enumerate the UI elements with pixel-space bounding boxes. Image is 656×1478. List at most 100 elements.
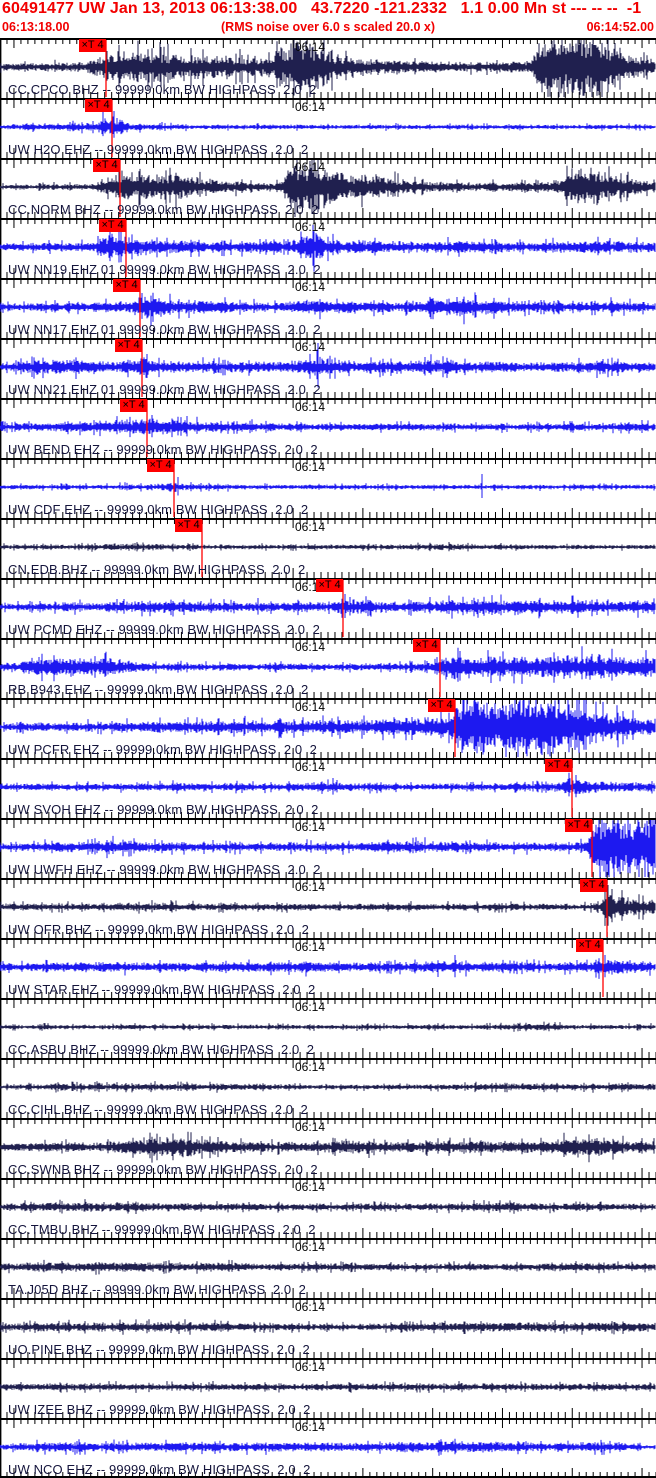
minute-label: 06:14 (295, 1000, 326, 1014)
time-ticks (0, 1300, 656, 1358)
waveform-trace (0, 1021, 656, 1032)
pick-flag[interactable]: ×T 4 (120, 399, 147, 412)
trace-row-uw[interactable]: 06:14 UW BEND EHZ -- 99999.0km BW HIGHPAS… (0, 398, 656, 458)
minute-label: 06:14 (295, 1120, 326, 1134)
pick-flag[interactable]: ×T 4 (113, 279, 140, 292)
waveform-trace (0, 1259, 656, 1275)
pick-flag[interactable]: ×T 4 (316, 579, 343, 592)
station-channel-label: UO.PINE BHZ -- 99999.0km BW HIGHPASS 2.0… (8, 1342, 310, 1357)
waveform-plot[interactable] (0, 1418, 656, 1478)
minute-label: 06:14 (295, 1300, 326, 1314)
trace-row-cc.cpco[interactable]: 06:14 CC.CPCO BHZ -- 99999.0km BW HIGHPAS… (0, 38, 656, 98)
pick-flag[interactable]: ×T 4 (115, 339, 142, 352)
waveform-plot[interactable] (0, 338, 656, 398)
trace-row-uw[interactable]: 06:14 UW PCFR EHZ -- 99999.0km BW HIGHPAS… (0, 698, 656, 758)
waveform-trace (0, 1199, 656, 1214)
trace-row-uw[interactable]: 06:14 UW CDF EHZ -- 99999.0km BW HIGHPASS… (0, 458, 656, 518)
time-ticks (0, 1240, 656, 1298)
time-ticks (0, 460, 656, 518)
pick-flag[interactable]: ×T 4 (576, 939, 603, 952)
station-channel-label: UW OFR BHZ -- 99999.0km BW HIGHPASS 2.0 … (8, 922, 309, 937)
scaling-note: (RMS noise over 6.0 s scaled 20.0 x) (221, 20, 435, 34)
pick-flag[interactable]: ×T 4 (147, 459, 174, 472)
station-channel-label: TA.J05D BHZ -- 99999.0km BW HIGHPASS 2.0… (8, 1282, 306, 1297)
station-channel-label: CC.TMBU BHZ -- 99999.0km BW HIGHPASS 2.0… (8, 1222, 316, 1237)
waveform-trace (0, 1319, 656, 1335)
waveform-trace (0, 225, 656, 272)
waveform-plot[interactable] (0, 1358, 656, 1418)
waveform-plot[interactable] (0, 1058, 656, 1118)
trace-row-uw[interactable]: 06:14 UW NN19 EHZ 01 99999.0km BW HIGHPAS… (0, 218, 656, 278)
waveform-plot[interactable] (0, 1238, 656, 1298)
trace-row-cc.cihl[interactable]: 06:14 CC.CIHL BHZ -- 99999.0km BW HIGHPAS… (0, 1058, 656, 1118)
time-ticks (0, 40, 656, 98)
pick-flag[interactable]: ×T 4 (413, 639, 440, 652)
window-end-time: 06:14:52.00 (586, 20, 654, 34)
waveform-plot[interactable] (0, 818, 656, 878)
trace-row-cc.norm[interactable]: 06:14 CC.NORM BHZ -- 99999.0km BW HIGHPAS… (0, 158, 656, 218)
pick-flag[interactable]: ×T 4 (545, 759, 572, 772)
pick-flag[interactable]: ×T 4 (565, 819, 592, 832)
minute-label: 06:14 (295, 100, 326, 114)
time-ticks (0, 520, 656, 578)
time-ticks (0, 1420, 656, 1478)
trace-row-uw[interactable]: 06:14 UW H2O EHZ -- 99999.0km BW HIGHPASS… (0, 98, 656, 158)
trace-row-rb[interactable]: 06:14 RB B943 EHZ -- 99999.0km BW HIGHPAS… (0, 638, 656, 698)
waveform-plot[interactable] (0, 998, 656, 1058)
minute-label: 06:14 (295, 460, 326, 474)
pick-flag[interactable]: ×T 4 (93, 159, 120, 172)
trace-row-uo.pine[interactable]: 06:14 UO.PINE BHZ -- 99999.0km BW HIGHPAS… (0, 1298, 656, 1358)
waveform-plot[interactable] (0, 38, 656, 98)
trace-row-uw[interactable]: 06:14 UW OFR BHZ -- 99999.0km BW HIGHPASS… (0, 878, 656, 938)
waveform-plot[interactable] (0, 758, 656, 818)
pick-flag[interactable]: ×T 4 (580, 879, 607, 892)
waveform-plot[interactable] (0, 278, 656, 338)
minute-label: 06:14 (295, 1060, 326, 1074)
trace-row-uw[interactable]: 06:14 UW STAR EHZ -- 99999.0km BW HIGHPAS… (0, 938, 656, 998)
minute-label: 06:14 (295, 400, 326, 414)
waveform-plot[interactable] (0, 1298, 656, 1358)
trace-row-cc.swnb[interactable]: 06:14 CC.SWNB BHZ -- 99999.0km BW HIGHPAS… (0, 1118, 656, 1178)
trace-row-uw[interactable]: 06:14 UW NN17 EHZ 01 99999.0km BW HIGHPAS… (0, 278, 656, 338)
time-ticks (0, 580, 656, 638)
minute-label: 06:14 (295, 40, 326, 54)
pick-flag[interactable]: ×T 4 (85, 99, 112, 112)
station-channel-label: CC.CIHL BHZ -- 99999.0km BW HIGHPASS 2.0… (8, 1102, 308, 1117)
station-channel-label: UW PCMD EHZ -- 99999.0km BW HIGHPASS 2.0… (8, 622, 320, 637)
trace-row-uw[interactable]: 06:14 UW IZEE BHZ -- 99999.0km BW HIGHPAS… (0, 1358, 656, 1418)
station-channel-label: UW NN17 EHZ 01 99999.0km BW HIGHPASS 2.0… (8, 322, 321, 337)
pick-flag[interactable]: ×T 4 (79, 39, 106, 52)
time-ticks (0, 1000, 656, 1058)
trace-row-uw[interactable]: 06:14 UW SVOH EHZ -- 99999.0km BW HIGHPAS… (0, 758, 656, 818)
minute-label: 06:14 (295, 1360, 326, 1374)
minute-label: 06:14 (295, 220, 326, 234)
trace-row-ta.j05d[interactable]: 06:14 TA.J05D BHZ -- 99999.0km BW HIGHPAS… (0, 1238, 656, 1298)
minute-label: 06:14 (295, 700, 326, 714)
time-ticks (0, 280, 656, 338)
trace-row-uw[interactable]: 06:14 UW PCMD EHZ -- 99999.0km BW HIGHPAS… (0, 578, 656, 638)
waveform-plot[interactable] (0, 458, 656, 518)
trace-row-cc.tmbu[interactable]: 06:14 CC.TMBU BHZ -- 99999.0km BW HIGHPAS… (0, 1178, 656, 1238)
pick-flag[interactable]: ×T 4 (99, 219, 126, 232)
waveform-trace (0, 1081, 656, 1093)
pick-flag[interactable]: ×T 4 (428, 699, 455, 712)
trace-row-uw[interactable]: 06:14 UW UWFH EHZ -- 99999.0km BW HIGHPAS… (0, 818, 656, 878)
waveform-plot[interactable] (0, 1178, 656, 1238)
waveform-plot[interactable] (0, 1118, 656, 1178)
minute-label: 06:14 (295, 760, 326, 774)
waveform-trace (0, 1381, 656, 1393)
trace-row-uw[interactable]: 06:14 UW NCO EHZ -- 99999.0km BW HIGHPASS… (0, 1418, 656, 1478)
station-channel-label: CN.EDB.BHZ -- 99999.0km BW HIGHPASS 2.0 … (8, 562, 306, 577)
event-header: 60491477 UW Jan 13, 2013 06:13:38.00 43.… (2, 0, 642, 17)
trace-row-cn.edb.bhz[interactable]: 06:14 CN.EDB.BHZ -- 99999.0km BW HIGHPASS… (0, 518, 656, 578)
trace-row-cc.asbu[interactable]: 06:14 CC.ASBU BHZ -- 99999.0km BW HIGHPAS… (0, 998, 656, 1058)
pick-flag[interactable]: ×T 4 (175, 519, 202, 532)
waveform-plot[interactable] (0, 398, 656, 458)
station-channel-label: UW NN19 EHZ 01 99999.0km BW HIGHPASS 2.0… (8, 262, 321, 277)
station-channel-label: UW STAR EHZ -- 99999.0km BW HIGHPASS 2.0… (8, 982, 316, 997)
waveform-plot[interactable] (0, 518, 656, 578)
trace-row-uw[interactable]: 06:14 UW NN21 EHZ 01 99999.0km BW HIGHPAS… (0, 338, 656, 398)
time-ticks (0, 760, 656, 818)
waveform-plot[interactable] (0, 698, 656, 758)
